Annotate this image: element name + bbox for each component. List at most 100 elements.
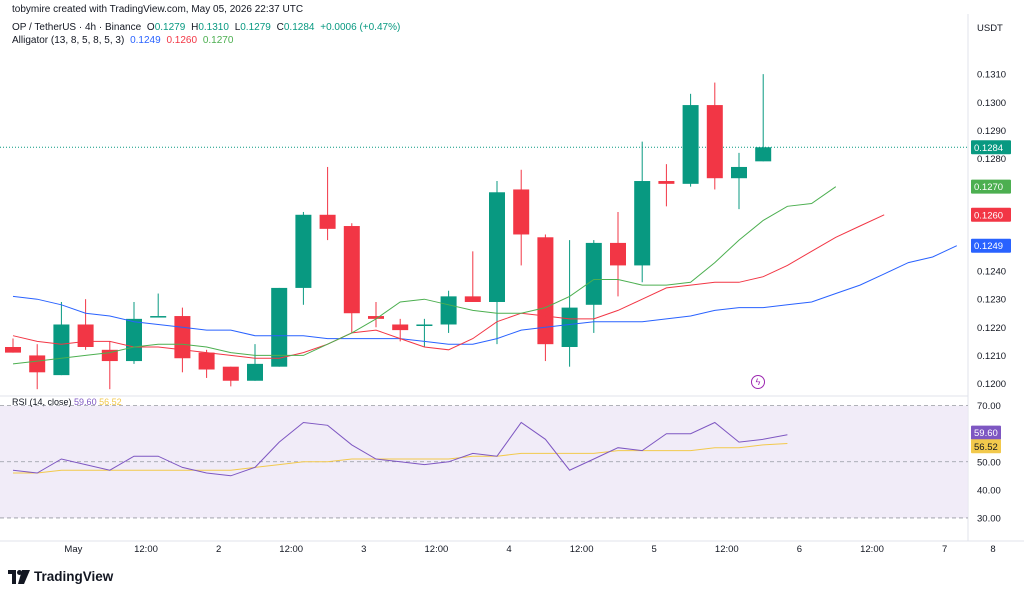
candle-body — [489, 192, 505, 302]
rsi-ma-value: 56.52 — [99, 397, 122, 407]
price-tick-label: 0.1200 — [977, 379, 1006, 390]
price-tick-label: 0.1280 — [977, 154, 1006, 165]
tradingview-logo[interactable]: TradingView — [8, 569, 113, 584]
time-tick-label: 8 — [990, 544, 995, 555]
time-tick-label: 6 — [797, 544, 802, 555]
candle-body — [585, 242, 602, 305]
rsi-tick-label: 30.00 — [977, 513, 1001, 524]
currency-label[interactable]: USDT — [977, 23, 1003, 34]
alligator-teeth-line — [12, 214, 885, 359]
lips-price-badge: 0.1270 — [974, 182, 1003, 193]
high-label: H — [191, 22, 199, 33]
rsi-label: RSI (14, close) — [12, 397, 72, 407]
alligator-teeth-value: 0.1260 — [166, 35, 198, 46]
time-tick-label: May — [64, 544, 82, 555]
candle-body — [150, 316, 167, 318]
last-price-badge: 0.1284 — [974, 143, 1003, 154]
time-tick-label: 5 — [652, 544, 657, 555]
rsi-tick-label: 50.00 — [977, 457, 1001, 468]
candle-body — [198, 352, 215, 370]
alligator-jaw-value: 0.1249 — [130, 35, 161, 46]
open-value: 0.1279 — [154, 22, 186, 33]
price-tick-label: 0.1300 — [977, 98, 1006, 109]
time-tick-label: 12:00 — [134, 544, 158, 555]
alligator-legend: Alligator (13, 8, 5, 8, 5, 3) 0.1249 0.1… — [12, 35, 236, 46]
candle-body — [658, 181, 675, 184]
price-tick-label: 0.1210 — [977, 351, 1006, 362]
rsi-tick-label: 70.00 — [977, 401, 1001, 412]
time-tick-label: 7 — [942, 544, 947, 555]
time-tick-label: 2 — [216, 544, 221, 555]
price-tick-label: 0.1310 — [977, 70, 1006, 81]
alligator-jaw-line — [12, 245, 958, 345]
candle-body — [126, 318, 142, 362]
candle-body — [247, 363, 263, 381]
price-tick-label: 0.1220 — [977, 323, 1006, 334]
alligator-label: Alligator (13, 8, 5, 8, 5, 3) — [12, 35, 125, 46]
close-value: 0.1284 — [283, 22, 315, 33]
time-tick-label: 12:00 — [425, 544, 449, 555]
price-tick-label: 0.1240 — [977, 267, 1006, 278]
candle-body — [706, 105, 723, 179]
close-label: C — [276, 22, 284, 33]
tradingview-logo-text: TradingView — [34, 569, 114, 584]
jaw-price-badge-bg — [971, 238, 1011, 253]
rsi-ma-badge: 56.52 — [974, 442, 998, 453]
high-value: 0.1310 — [198, 22, 229, 33]
lightning-icon[interactable]: ϟ — [751, 375, 765, 389]
price-tick-label: 0.1290 — [977, 126, 1006, 137]
candle-body — [77, 324, 94, 347]
time-tick-label: 12:00 — [715, 544, 739, 555]
time-tick-label: 4 — [506, 544, 511, 555]
candle-body — [731, 166, 747, 179]
candle-body — [222, 366, 239, 381]
candle-body — [174, 316, 191, 359]
jaw-price-badge: 0.1249 — [974, 241, 1003, 252]
open-label: O — [146, 22, 155, 33]
alligator-lips-value: 0.1270 — [202, 35, 234, 46]
teeth-price-badge-bg — [971, 207, 1011, 222]
candle-body — [464, 296, 481, 302]
rsi-tick-label: 40.00 — [977, 485, 1001, 496]
low-value: 0.1279 — [240, 22, 271, 33]
candle-body — [319, 214, 336, 229]
candle-body — [29, 355, 46, 373]
candle-body — [295, 214, 312, 288]
candle-body — [101, 349, 118, 362]
candle-body — [610, 242, 626, 266]
tradingview-logo-icon — [8, 569, 30, 584]
rsi-value-badge: 59.60 — [974, 428, 998, 439]
candle-body — [440, 296, 457, 325]
candle-body — [368, 316, 384, 319]
rsi-ma-badge-bg — [971, 439, 1001, 454]
candle-body — [271, 287, 288, 367]
teeth-price-badge: 0.1260 — [974, 210, 1003, 221]
candle-body — [513, 189, 530, 235]
symbol-legend: OP / TetherUS · 4h · Binance O0.1279 H0.… — [12, 22, 403, 33]
time-tick-label: 3 — [361, 544, 366, 555]
change-value: +0.0006 (+0.47%) — [320, 22, 401, 33]
candle-body — [682, 105, 699, 184]
candle-body — [392, 324, 409, 331]
candle-body — [5, 346, 21, 353]
candle-body — [561, 307, 578, 347]
lips-price-badge-bg — [971, 179, 1011, 194]
time-tick-label: 12:00 — [860, 544, 884, 555]
candle-body — [634, 181, 651, 266]
price-tick-label: 0.1230 — [977, 295, 1006, 306]
time-tick-label: 12:00 — [570, 544, 594, 555]
candle-body — [53, 324, 70, 376]
rsi-legend: RSI (14, close) 59.60 56.52 — [12, 397, 122, 407]
rsi-line — [12, 421, 788, 477]
time-tick-label: 12:00 — [279, 544, 303, 555]
rsi-ma-line — [13, 443, 788, 474]
rsi-value: 59.60 — [74, 397, 97, 407]
candle-body — [537, 237, 554, 345]
candle-body — [416, 324, 433, 326]
alligator-lips-line — [12, 186, 837, 365]
candle-body — [343, 226, 360, 314]
symbol-name: OP / TetherUS · 4h · Binance — [12, 22, 142, 33]
last-price-badge-bg — [971, 140, 1011, 155]
low-label: L — [234, 22, 241, 33]
